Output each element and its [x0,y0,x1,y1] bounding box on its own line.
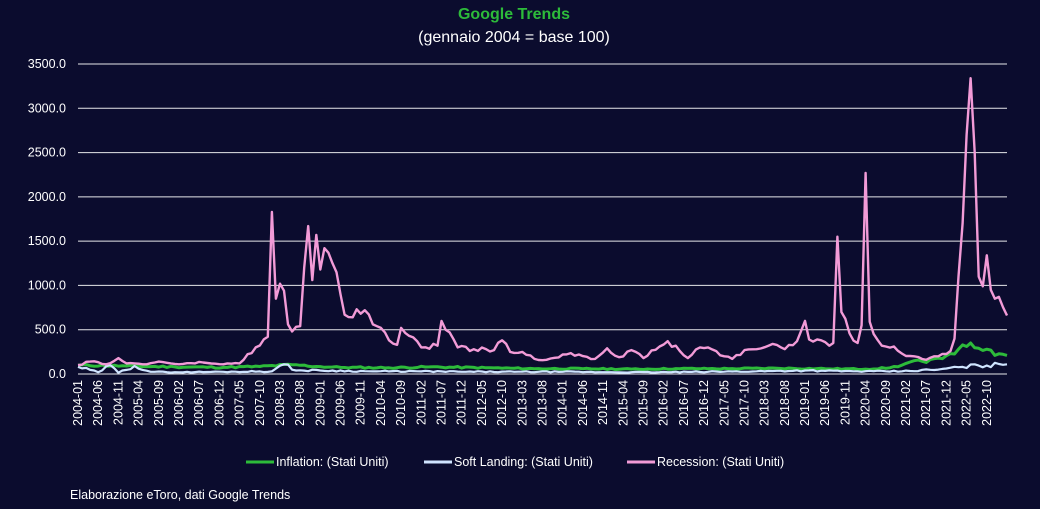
x-tick-label: 2011-02 [414,380,428,425]
x-tick-label: 2011-07 [435,380,449,425]
chart-title: Google Trends [458,6,570,23]
x-tick-label: 2019-11 [838,380,852,425]
x-tick-label: 2021-12 [939,380,953,426]
y-tick-label: 3500.0 [28,57,66,71]
x-tick-label: 2007-10 [253,380,267,426]
x-tick-label: 2004-06 [91,380,105,426]
x-tick-label: 2017-05 [717,380,731,426]
x-tick-label: 2012-10 [495,380,509,426]
x-tick-label: 2009-11 [354,380,368,425]
x-tick-label: 2020-04 [859,380,873,426]
recession-line [77,77,1009,367]
source-note: Elaborazione eToro, dati Google Trends [70,488,291,502]
x-tick-label: 2004-11 [111,380,125,425]
x-tick-label: 2016-12 [697,380,711,426]
x-tick-label: 2008-03 [273,380,287,426]
x-tick-label: 2006-12 [212,380,226,426]
x-tick-label: 2012-05 [475,380,489,426]
x-tick-label: 2020-09 [879,380,893,426]
x-tick-label: 2015-04 [616,380,630,426]
legend: Inflation: (Stati Uniti) Soft Landing: (S… [246,455,784,469]
x-tick-label: 2019-01 [798,380,812,426]
x-axis: 2004-01 2004-06 2004-11 2005-04 2005-09 2006-… [71,380,994,426]
x-tick-label: 2019-06 [818,380,832,426]
x-tick-label: 2013-08 [536,380,550,426]
x-tick-label: 2010-04 [374,380,388,426]
x-tick-label: 2017-10 [737,380,751,426]
x-tick-label: 2004-01 [71,380,85,426]
y-tick-label: 2500.0 [28,146,66,160]
x-tick-label: 2014-06 [576,380,590,426]
y-tick-label: 1500.0 [28,234,66,248]
x-tick-label: 2014-01 [556,380,570,426]
y-tick-label: 2000.0 [28,190,66,204]
legend-label: Inflation: (Stati Uniti) [276,455,389,469]
x-tick-label: 2011-12 [455,380,469,425]
gridlines [78,63,1007,375]
x-tick-label: 2009-06 [334,380,348,426]
x-tick-label: 2005-09 [152,380,166,426]
x-tick-label: 2018-08 [778,380,792,426]
y-tick-label: 1000.0 [28,278,66,292]
y-tick-label: 3000.0 [28,101,66,115]
legend-label: Soft Landing: (Stati Uniti) [454,455,593,469]
inflation-line [77,341,1008,372]
x-tick-label: 2008-08 [293,380,307,426]
y-tick-label: 500.0 [35,323,66,337]
x-tick-label: 2006-02 [172,380,186,426]
x-tick-label: 2021-07 [919,380,933,426]
x-tick-label: 2018-03 [758,380,772,426]
x-tick-label: 2016-02 [657,380,671,426]
x-tick-label: 2013-03 [515,380,529,426]
y-tick-label: 0.0 [49,367,66,381]
x-tick-label: 2005-04 [132,380,146,426]
x-tick-label: 2015-09 [636,380,650,426]
legend-label: Recession: (Stati Uniti) [657,455,784,469]
x-tick-label: 2014-11 [596,380,610,425]
chart-subtitle: (gennaio 2004 = base 100) [418,29,610,46]
y-axis: 0.0 500.0 1000.0 1500.0 2000.0 2500.0 3000.0 35… [28,57,66,381]
x-tick-label: 2006-07 [192,380,206,426]
soft-landing-line [77,361,1008,374]
x-tick-label: 2010-09 [394,380,408,426]
plot-area [77,77,1009,374]
x-tick-label: 2021-02 [899,380,913,426]
x-tick-label: 2022-05 [960,380,974,426]
x-tick-label: 2022-10 [980,380,994,426]
x-tick-label: 2016-07 [677,380,691,426]
x-tick-label: 2009-01 [313,380,327,426]
x-tick-label: 2007-05 [233,380,247,426]
